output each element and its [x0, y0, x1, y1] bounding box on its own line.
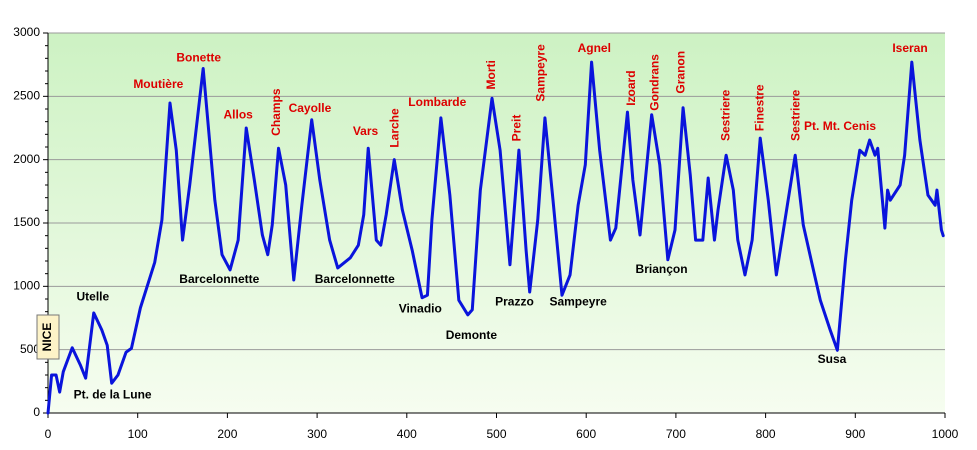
place-label: Demonte	[446, 328, 498, 342]
x-tick-label: 300	[307, 427, 327, 441]
profile-line	[46, 60, 945, 415]
y-tick-label: 3000	[13, 25, 40, 39]
x-tick-label: 700	[666, 427, 686, 441]
x-tick-label: 0	[45, 427, 52, 441]
place-label: Preit	[509, 115, 523, 142]
x-tick-label: 100	[128, 427, 148, 441]
place-label: Vars	[353, 124, 379, 138]
place-label: Sestriere	[718, 89, 732, 141]
place-label: Utelle	[77, 289, 110, 303]
x-tick-label: 900	[845, 427, 865, 441]
place-label: Morti	[484, 60, 498, 89]
x-tick-label: 600	[576, 427, 596, 441]
place-label: Champs	[269, 88, 283, 136]
y-tick-label: 2500	[13, 89, 40, 103]
x-tick-label: 1000	[932, 427, 959, 441]
place-label: Sampeyre	[549, 294, 607, 308]
place-label: Cayolle	[289, 101, 332, 115]
place-label: Allos	[223, 108, 253, 122]
place-label: Sestriere	[788, 89, 802, 141]
place-label: Granon	[673, 51, 687, 94]
y-tick-label: 2000	[13, 152, 40, 166]
x-tick-label: 800	[756, 427, 776, 441]
y-tick-label: 1500	[13, 215, 40, 229]
place-label: Gondrans	[647, 54, 661, 111]
start-label-box	[36, 314, 60, 360]
x-tick-label: 400	[397, 427, 417, 441]
place-label: Bonette	[176, 51, 221, 65]
y-tick-label: 500	[20, 342, 40, 356]
place-label: Izoard	[624, 70, 638, 105]
place-label: Prazzo	[495, 294, 534, 308]
x-tick-label: 200	[217, 427, 237, 441]
place-label: Barcelonnette	[179, 272, 259, 286]
place-label: Moutière	[133, 77, 183, 91]
place-label: Lombarde	[408, 95, 466, 109]
y-tick-label: 1000	[13, 279, 40, 293]
place-label: Pt. Mt. Cenis	[804, 119, 876, 133]
place-label: Barcelonnette	[315, 272, 395, 286]
place-label: Pt. de la Lune	[74, 387, 152, 401]
place-label: Iseran	[892, 41, 927, 55]
place-label: Finestre	[752, 84, 766, 131]
place-label: Sampeyre	[534, 44, 548, 102]
place-label: Agnel	[578, 41, 611, 55]
place-label: Briançon	[636, 262, 688, 276]
x-tick-label: 500	[486, 427, 506, 441]
y-tick-label: 0	[33, 405, 40, 419]
start-label: NICE	[40, 323, 54, 352]
place-label: Susa	[818, 352, 847, 366]
place-label: Vinadio	[399, 301, 442, 315]
place-label: Larche	[387, 108, 401, 148]
